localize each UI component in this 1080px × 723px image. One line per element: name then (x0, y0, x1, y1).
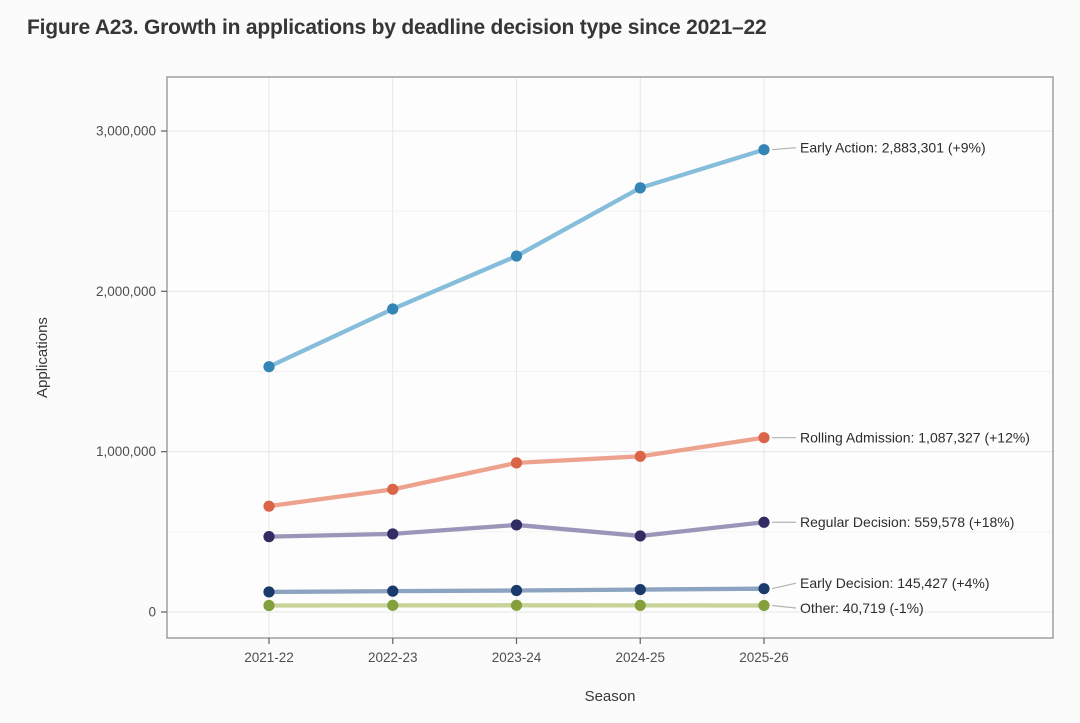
data-point-early-action-2021-22 (263, 361, 275, 373)
data-point-regular-decision-2021-22 (263, 531, 275, 543)
data-point-early-decision-2021-22 (263, 586, 275, 598)
data-point-rolling-admission-2023-24 (510, 457, 523, 469)
data-point-rolling-admission-2024-25 (634, 450, 646, 462)
y-axis-title: Applications (34, 317, 51, 398)
y-tick-label: 1,000,000 (96, 444, 156, 459)
panel-border (166, 76, 1054, 639)
data-point-other-2024-25 (634, 599, 646, 612)
data-point-early-decision-2024-25 (634, 583, 646, 596)
y-tick-label: 0 (148, 605, 156, 620)
data-point-other-2022-23 (387, 599, 399, 611)
series-label-early-action: Early Action: 2,883,301 (+9%) (800, 140, 986, 156)
data-point-early-action-2022-23 (387, 303, 399, 315)
data-point-early-decision-2022-23 (387, 585, 399, 597)
y-tick-label: 3,000,000 (96, 124, 156, 139)
series-label-other: Other: 40,719 (-1%) (800, 600, 924, 616)
data-point-rolling-admission-2025-26 (758, 432, 770, 444)
data-point-rolling-admission-2022-23 (387, 483, 399, 495)
data-point-early-action-2024-25 (634, 182, 646, 194)
data-point-regular-decision-2022-23 (387, 528, 399, 540)
data-point-other-2021-22 (263, 599, 275, 612)
annotation-leader-early-decision (771, 582, 797, 590)
data-point-early-action-2023-24 (510, 250, 523, 262)
data-point-early-decision-2025-26 (758, 583, 770, 595)
data-point-regular-decision-2023-24 (510, 519, 523, 531)
series-label-rolling-admission: Rolling Admission: 1,087,327 (+12%) (800, 429, 1030, 445)
x-tick-label: 2022-23 (368, 650, 418, 665)
data-point-regular-decision-2024-25 (634, 530, 646, 542)
data-point-other-2023-24 (510, 599, 523, 611)
x-tick-label: 2023-24 (492, 650, 542, 665)
data-point-regular-decision-2025-26 (758, 516, 770, 528)
series-label-early-decision: Early Decision: 145,427 (+4%) (800, 575, 990, 591)
annotation-leader-other (771, 604, 797, 609)
annotation-leader-early-action (771, 147, 797, 151)
figure-title: Figure A23. Growth in applications by de… (27, 16, 767, 39)
data-point-other-2025-26 (758, 599, 770, 612)
x-axis-title: Season (585, 688, 636, 705)
plot-panel (167, 77, 1053, 638)
series-label-regular-decision: Regular Decision: 559,578 (+18%) (800, 514, 1014, 530)
x-tick-label: 2025-26 (739, 650, 789, 665)
x-tick-label: 2024-25 (615, 650, 665, 665)
data-point-early-action-2025-26 (758, 144, 770, 156)
y-tick-label: 2,000,000 (96, 284, 156, 299)
data-point-rolling-admission-2021-22 (263, 500, 275, 512)
data-point-early-decision-2023-24 (510, 584, 523, 597)
x-tick-label: 2021-22 (244, 650, 294, 665)
